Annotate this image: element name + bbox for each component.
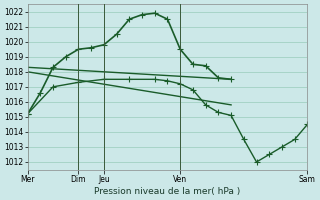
X-axis label: Pression niveau de la mer( hPa ): Pression niveau de la mer( hPa ) bbox=[94, 187, 241, 196]
